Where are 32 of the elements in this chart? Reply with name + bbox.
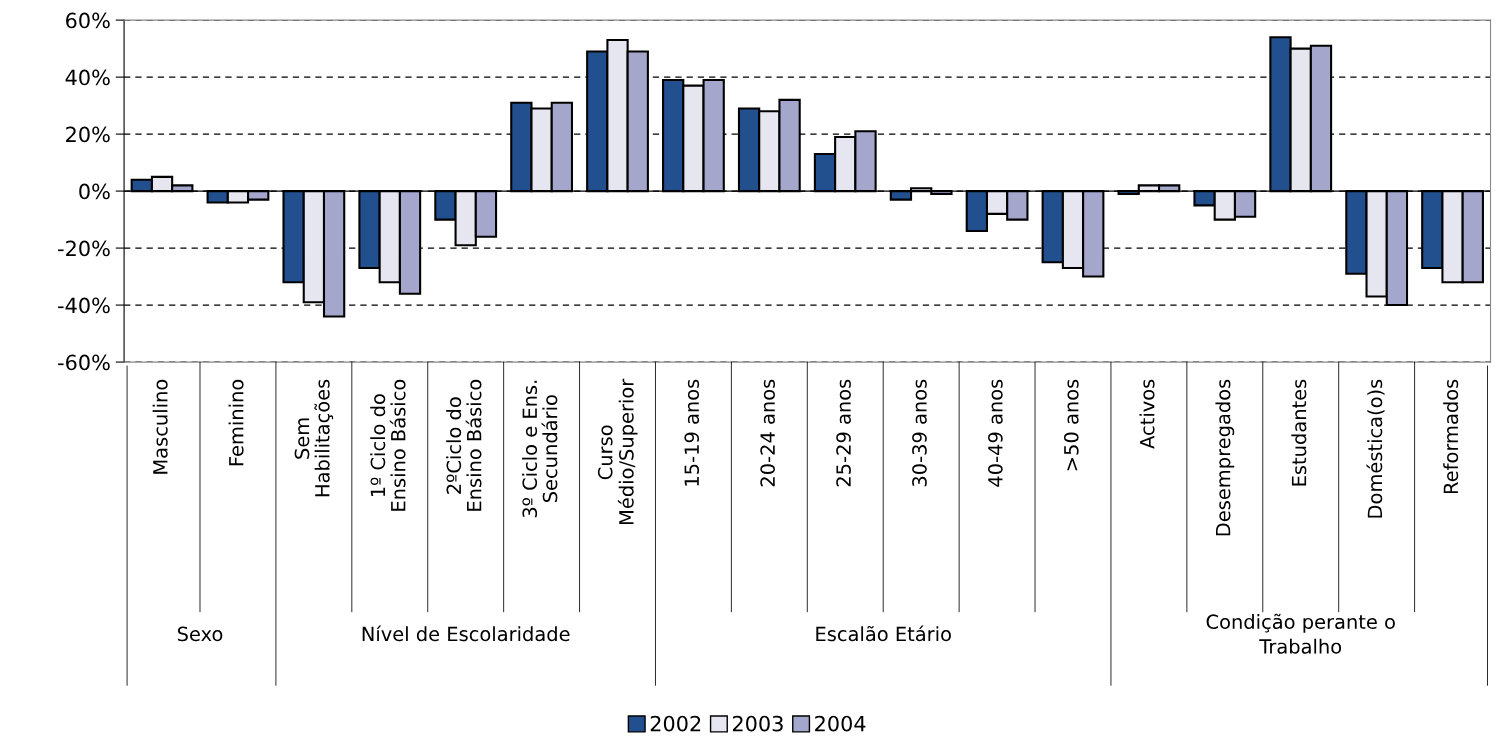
- x-tick-label: Activos: [1139, 379, 1155, 449]
- x-tick-label: Desempregados: [1215, 379, 1235, 536]
- x-tick-label: 2ºCiclo do Ensino Básico: [446, 379, 482, 511]
- x-tick-label: 20-24 anos: [760, 379, 775, 487]
- x-tick-label: 15-19 anos: [684, 379, 700, 486]
- text: Sexo: [177, 626, 223, 642]
- x-tick-label: Masculino: [152, 379, 168, 474]
- y-tick-label: -40%: [58, 297, 110, 314]
- x-tick-label: 25-29 anos: [836, 379, 851, 487]
- x-tick-label: Doméstica(o)s: [1366, 379, 1385, 518]
- x-tick-label: 3º Ciclo e Ens. Secundário: [522, 380, 558, 518]
- x-tick-label: 1º Ciclo do Ensino Básico: [370, 379, 406, 511]
- x-tick-label: Reformados: [1443, 379, 1459, 494]
- text: Nível de Escolaridade: [362, 625, 570, 642]
- legend-label: 2003: [732, 715, 783, 732]
- x-tick-label: Feminino: [228, 379, 244, 466]
- x-tick-label: 30-39 anos: [912, 379, 927, 487]
- legend-label: 2002: [650, 715, 701, 732]
- y-tick-label: 0%: [79, 183, 110, 200]
- y-tick-label: -20%: [58, 240, 110, 257]
- text: Escalão Etário: [816, 625, 951, 642]
- y-tick-label: -60%: [58, 354, 110, 371]
- y-tick-label: 20%: [66, 126, 110, 143]
- x-tick-label: Sem Habilitações: [294, 379, 334, 497]
- x-tick-label: >50 anos: [1063, 379, 1079, 471]
- text: Condição perante o Trabalho: [1206, 613, 1395, 654]
- y-tick-label: 40%: [65, 69, 110, 86]
- x-tick-label: Estudantes: [1291, 379, 1307, 486]
- x-tick-label: Curso Médio/Superior: [597, 378, 638, 525]
- x-tick-label: 40-49 anos: [988, 379, 1003, 487]
- y-tick-label: 60%: [66, 12, 110, 29]
- legend-label: 2004: [815, 715, 866, 732]
